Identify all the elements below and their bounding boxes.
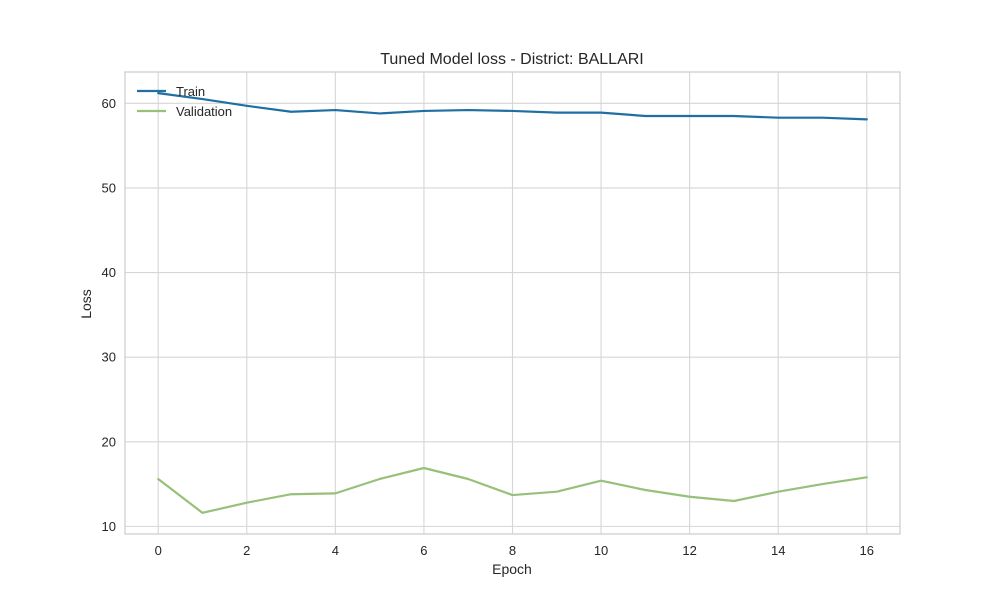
legend-label-train: Train (176, 84, 205, 99)
x-tick-label: 6 (420, 543, 427, 558)
x-tick-label: 14 (771, 543, 785, 558)
legend: Train Validation (137, 84, 232, 119)
x-tick-label: 12 (682, 543, 696, 558)
y-tick-label: 20 (102, 434, 116, 449)
x-tick-label: 0 (155, 543, 162, 558)
y-tick-label: 50 (102, 180, 116, 195)
x-tick-label: 4 (332, 543, 339, 558)
plot-frame (124, 71, 901, 535)
series-line-validation (157, 466, 868, 514)
y-tick-label: 40 (102, 265, 116, 280)
x-axis-label: Epoch (492, 561, 532, 577)
y-tick-label: 10 (102, 519, 116, 534)
y-tick-label: 60 (102, 96, 116, 111)
y-tick-label: 30 (102, 350, 116, 365)
grid (125, 72, 900, 534)
x-tick-label: 16 (860, 543, 874, 558)
y-axis-label: Loss (78, 289, 94, 319)
chart-title: Tuned Model loss - District: BALLARI (380, 51, 644, 68)
series-line-train (157, 92, 868, 121)
x-tick-label: 10 (594, 543, 608, 558)
legend-label-validation: Validation (176, 104, 232, 119)
series-layer (157, 92, 868, 514)
x-tick-label: 8 (509, 543, 516, 558)
x-tick-label: 2 (243, 543, 250, 558)
tick-labels: 0 2 4 6 8 10 12 14 16 10 20 30 40 50 60 (102, 96, 874, 558)
